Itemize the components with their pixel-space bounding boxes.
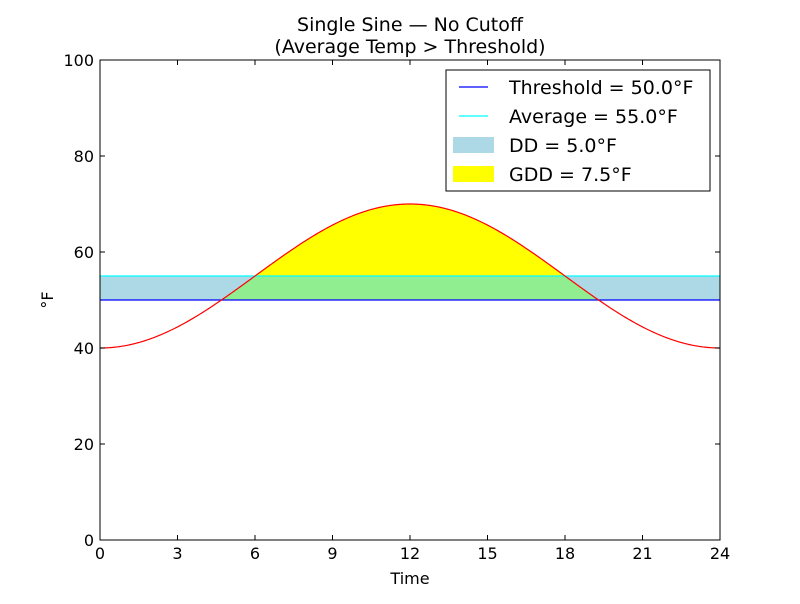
- x-tick-label: 12: [400, 544, 420, 563]
- chart-title-line1: Single Sine — No Cutoff: [297, 14, 524, 36]
- legend-patch-swatch: [453, 137, 494, 153]
- x-tick-label: 18: [555, 544, 575, 563]
- axes-frame: [99, 59, 721, 541]
- y-tick-label: 0: [84, 531, 94, 550]
- x-tick-label: 9: [327, 544, 337, 563]
- legend: Threshold = 50.0°F Average = 55.0°F DD = 5…: [445, 69, 711, 192]
- y-tick-label: 80: [74, 147, 94, 166]
- y-tick-label: 40: [74, 339, 94, 358]
- x-axis-label: Time: [389, 569, 429, 588]
- legend-label: Average = 55.0°F: [509, 106, 678, 128]
- x-tick-label: 0: [95, 544, 105, 563]
- legend-label: GDD = 7.5°F: [509, 164, 632, 186]
- y-axis-label: °F: [38, 291, 57, 308]
- gdd-fill: [256, 204, 564, 276]
- x-tick-label: 3: [172, 544, 182, 563]
- x-tick-label: 24: [710, 544, 730, 563]
- y-tick-label: 100: [63, 51, 94, 70]
- legend-label: DD = 5.0°F: [509, 135, 617, 157]
- x-tick-label: 6: [250, 544, 260, 563]
- legend-label: Threshold = 50.0°F: [508, 77, 693, 99]
- x-tick-label: 21: [632, 544, 652, 563]
- axis-ticks: 0 3 6 9 12 15 18 21 24 0 20 40 60 80 100: [63, 51, 730, 563]
- y-tick-label: 60: [74, 243, 94, 262]
- y-tick-label: 20: [74, 435, 94, 454]
- overlap-fill: [222, 276, 598, 300]
- x-tick-label: 15: [477, 544, 497, 563]
- chart-title-line2: (Average Temp > Threshold): [274, 36, 545, 58]
- temperature-curve: [99, 203, 721, 349]
- plot-area: [99, 203, 721, 349]
- legend-patch-swatch: [453, 166, 494, 182]
